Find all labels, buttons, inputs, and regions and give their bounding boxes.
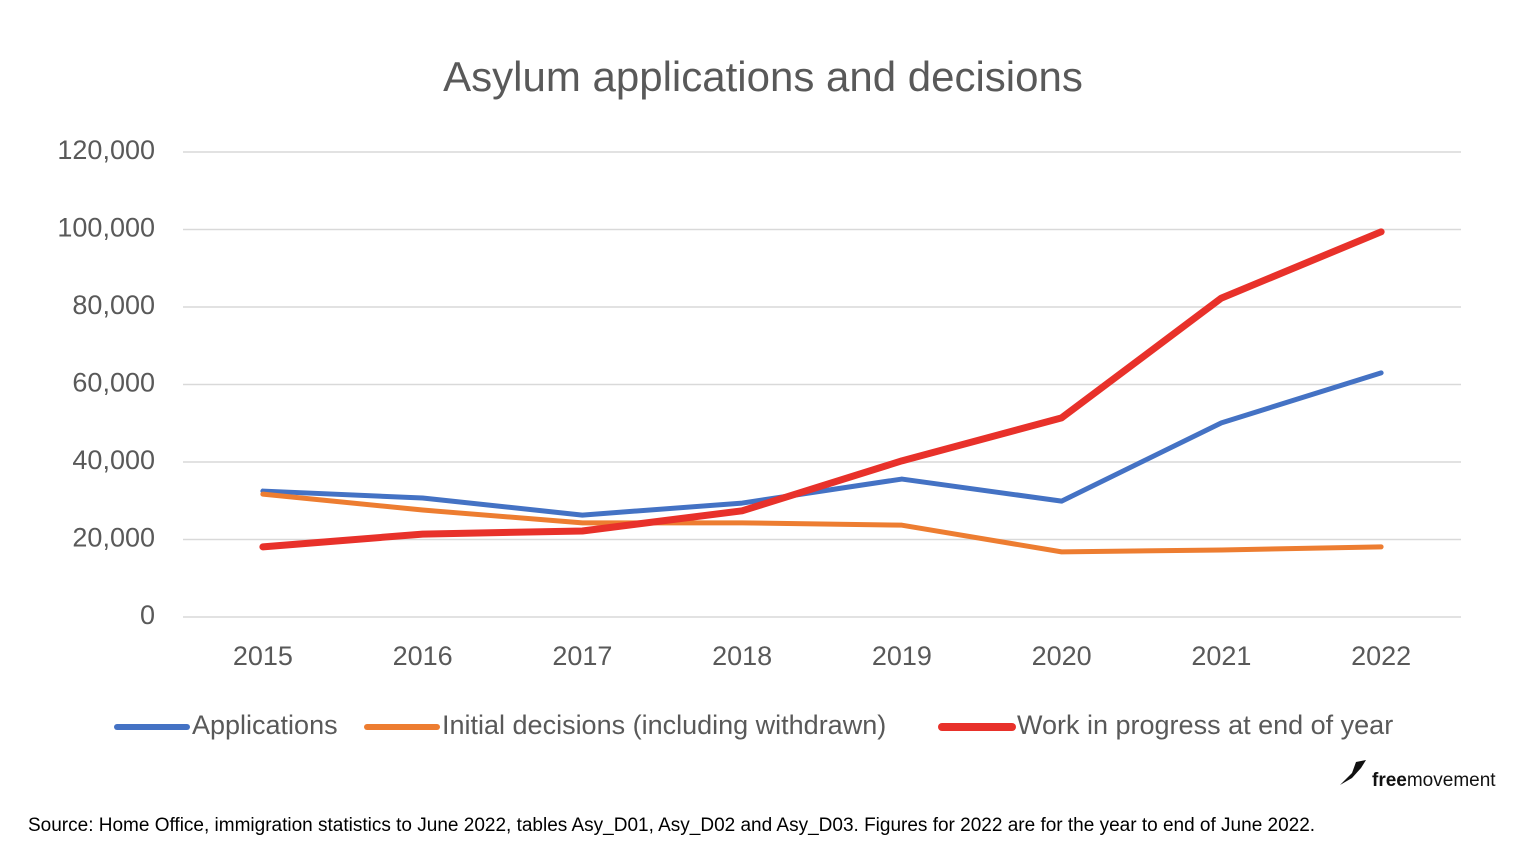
y-tick-label: 80,000 bbox=[72, 290, 155, 320]
y-tick-label: 60,000 bbox=[72, 368, 155, 398]
x-tick-label: 2022 bbox=[1351, 641, 1411, 671]
series-line bbox=[260, 491, 1384, 555]
x-tick-label: 2020 bbox=[1032, 641, 1092, 671]
x-tick-label: 2018 bbox=[712, 641, 772, 671]
logo-icon bbox=[1340, 760, 1366, 785]
y-tick-label: 120,000 bbox=[57, 135, 155, 165]
logo: freemovement bbox=[1372, 770, 1496, 791]
series-line bbox=[259, 228, 1385, 551]
chart-title: Asylum applications and decisions bbox=[443, 53, 1083, 100]
legend-label: Applications bbox=[192, 710, 338, 740]
y-tick-label: 20,000 bbox=[72, 523, 155, 553]
x-tick-label: 2019 bbox=[872, 641, 932, 671]
y-tick-label: 0 bbox=[140, 600, 155, 630]
x-tick-label: 2021 bbox=[1191, 641, 1251, 671]
legend-label: Work in progress at end of year bbox=[1017, 710, 1393, 740]
logo-regular: movement bbox=[1407, 770, 1496, 791]
logo-bold: free bbox=[1372, 770, 1407, 791]
series-line bbox=[260, 370, 1384, 518]
y-tick-label: 40,000 bbox=[72, 445, 155, 475]
y-tick-label: 100,000 bbox=[57, 213, 155, 243]
source-note: Source: Home Office, immigration statist… bbox=[28, 815, 1315, 836]
x-tick-label: 2015 bbox=[233, 641, 293, 671]
legend-label: Initial decisions (including withdrawn) bbox=[442, 710, 886, 740]
x-tick-label: 2016 bbox=[393, 641, 453, 671]
x-tick-label: 2017 bbox=[552, 641, 612, 671]
